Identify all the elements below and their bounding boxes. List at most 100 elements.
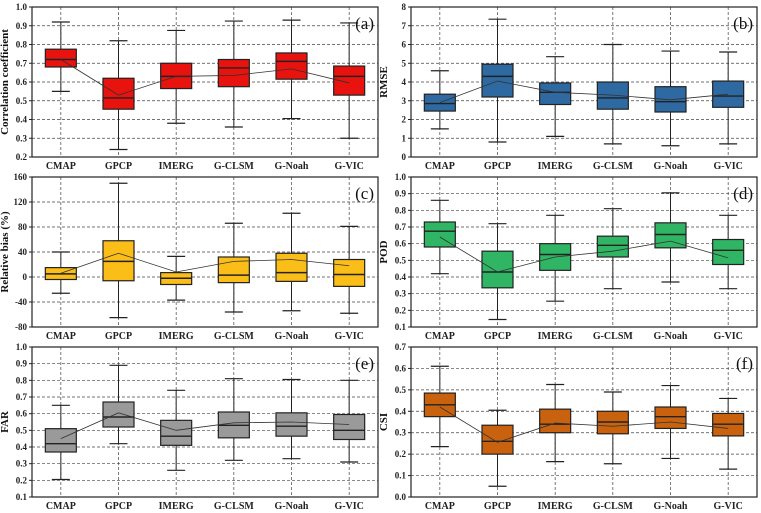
panel-f: 0.0 0.1 0.2 0.3 0.4 0.5 0.6 0.7 CMAP GPCP IMERG G-C… — [378, 342, 758, 512]
x-tick-label: G-VIC — [713, 331, 742, 342]
y-axis-label: Relative bias (%) — [0, 211, 11, 293]
x-tick-label: GPCP — [105, 501, 132, 512]
y-tick-label: 0.1 — [395, 471, 407, 481]
panel-b: 0 1 2 3 4 5 6 7 8 CMAP GPCP IMERG G-CLSM G-Noah G-VIC R… — [378, 2, 758, 172]
iqr-box — [481, 63, 514, 98]
y-tick-label: -80 — [15, 322, 27, 332]
y-tick-label: 0.3 — [395, 428, 407, 438]
y-tick-label: 0.3 — [395, 289, 407, 299]
panel-label: (d) — [733, 184, 753, 203]
x-tick-label: G-VIC — [713, 161, 742, 172]
mean-line — [439, 236, 729, 273]
y-tick-label: 8 — [402, 2, 407, 12]
x-tick-label: G-VIC — [334, 331, 363, 342]
y-tick-label: 0.6 — [395, 239, 407, 249]
iqr-box — [596, 81, 629, 110]
plot-frame — [410, 6, 758, 158]
y-tick-label: 1 — [402, 133, 407, 143]
box-cmap — [44, 404, 77, 481]
y-tick-label: 0.4 — [395, 406, 407, 416]
box-cmap — [44, 21, 77, 92]
box-gpcp — [102, 364, 135, 445]
y-tick-label: 0.5 — [395, 255, 407, 265]
iqr-box — [102, 77, 135, 110]
y-tick-label: 7 — [402, 21, 407, 31]
box-g-noah — [275, 378, 308, 460]
iqr-box — [160, 419, 193, 446]
iqr-box — [481, 250, 514, 289]
x-tick-label: IMERG — [538, 161, 573, 172]
y-axis-label: RMSE — [378, 66, 390, 98]
y-tick-label: 5 — [402, 58, 407, 68]
x-tick-label: GPCP — [484, 161, 511, 172]
x-tick-label: GPCP — [484, 501, 511, 512]
x-tick-label: IMERG — [159, 161, 194, 172]
y-tick-label: 0.2 — [16, 152, 28, 162]
plot-frame — [410, 176, 758, 328]
x-tick-label: IMERG — [538, 501, 573, 512]
x-tick-label: CMAP — [425, 161, 455, 172]
iqr-box — [217, 58, 250, 88]
x-tick-label: G-CLSM — [214, 161, 255, 172]
iqr-box — [596, 235, 629, 258]
x-tick-label: G-CLSM — [593, 161, 634, 172]
x-tick-label: CMAP — [425, 331, 455, 342]
panel-a: 0.2 0.3 0.4 0.5 0.6 0.7 0.8 0.9 1.0 CMAP GPCP IMERG… — [0, 2, 379, 172]
box-g-vic — [333, 22, 366, 139]
y-tick-label: 0.5 — [395, 385, 407, 395]
panel-label: (f) — [736, 354, 753, 373]
y-tick-label: 0.9 — [16, 21, 28, 31]
x-tick-label: G-Noah — [654, 161, 688, 172]
box-g-clsm — [217, 222, 250, 313]
box-imerg — [539, 214, 572, 302]
box-gpcp — [102, 182, 135, 319]
iqr-box — [654, 406, 687, 430]
box-cmap — [44, 251, 77, 294]
panel-e: 0.1 0.2 0.3 0.4 0.5 0.6 0.7 0.8 0.9 1.0 CMAP GPCP IM… — [0, 342, 379, 512]
y-axis-label: FAR — [0, 410, 11, 433]
box-g-noah — [275, 212, 308, 312]
box-g-noah — [275, 19, 308, 120]
y-tick-label: 0.9 — [16, 359, 28, 369]
y-tick-label: 1.0 — [16, 342, 28, 352]
iqr-box — [481, 424, 514, 455]
x-tick-label: G-Noah — [654, 501, 688, 512]
y-tick-label: 6 — [402, 40, 407, 50]
y-tick-label: 0.8 — [16, 375, 28, 385]
x-tick-label: G-Noah — [275, 501, 309, 512]
y-tick-label: 120 — [14, 197, 28, 207]
box-gpcp — [102, 40, 135, 151]
iqr-box — [654, 222, 687, 249]
box-g-clsm — [217, 20, 250, 128]
box-gpcp — [481, 409, 514, 487]
box-gpcp — [481, 18, 514, 143]
x-tick-label: CMAP — [46, 331, 76, 342]
x-tick-label: GPCP — [105, 331, 132, 342]
y-tick-label: 0.7 — [16, 392, 28, 402]
iqr-box — [333, 258, 366, 287]
y-tick-label: 0.7 — [395, 342, 407, 352]
x-tick-label: CMAP — [46, 161, 76, 172]
y-tick-label: 40 — [18, 247, 28, 257]
y-tick-label: 1.0 — [395, 172, 407, 182]
x-tick-label: GPCP — [484, 331, 511, 342]
box-cmap — [423, 70, 456, 130]
y-axis-label: CSI — [378, 413, 390, 431]
panel-label: (a) — [355, 14, 374, 33]
iqr-box — [44, 48, 77, 68]
mean-line — [60, 252, 350, 274]
y-tick-label: 0.4 — [16, 115, 28, 125]
y-tick-label: 0.0 — [395, 492, 407, 502]
x-tick-label: G-Noah — [275, 331, 309, 342]
y-tick-label: 0.5 — [16, 96, 28, 106]
panel-d: 0.1 0.2 0.3 0.4 0.5 0.6 0.7 0.8 0.9 1.0 CMAP GPCP IM… — [378, 172, 758, 342]
x-tick-label: IMERG — [538, 331, 573, 342]
y-axis-label: POD — [378, 240, 390, 263]
box-cmap — [423, 365, 456, 448]
x-tick-label: IMERG — [159, 501, 194, 512]
y-tick-label: 2 — [402, 115, 407, 125]
x-tick-label: CMAP — [425, 501, 455, 512]
y-tick-label: 0.4 — [395, 272, 407, 282]
box-g-vic — [712, 51, 745, 145]
panel-c: -80 -40 0 40 80 120 160 CMAP GPCP IMERG G-CLSM G-No… — [0, 172, 379, 342]
